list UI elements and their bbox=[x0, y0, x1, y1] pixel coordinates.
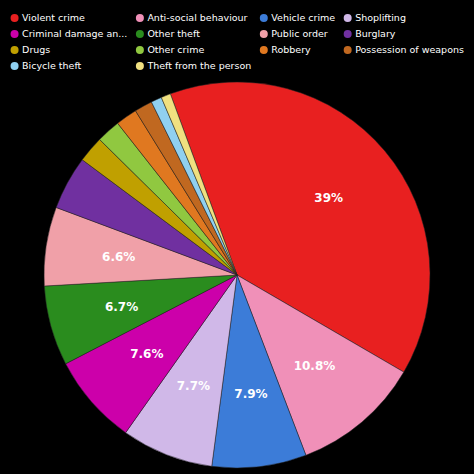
legend-marker bbox=[344, 30, 352, 38]
legend-label: Theft from the person bbox=[146, 60, 251, 71]
data-label: 7.7% bbox=[177, 379, 210, 393]
legend-label: Violent crime bbox=[22, 12, 85, 23]
legend-label: Burglary bbox=[355, 28, 396, 39]
legend-marker bbox=[11, 14, 19, 22]
legend-marker bbox=[11, 46, 19, 54]
background bbox=[0, 0, 474, 474]
legend-label: Criminal damage an... bbox=[22, 28, 127, 39]
data-label: 39% bbox=[314, 191, 343, 205]
legend-label: Drugs bbox=[22, 44, 50, 55]
legend-marker bbox=[136, 62, 144, 70]
legend: Violent crime Anti-social behaviour Vehicl… bbox=[11, 12, 464, 71]
legend-marker bbox=[260, 14, 268, 22]
data-label: 6.7% bbox=[105, 300, 138, 314]
legend-marker bbox=[344, 14, 352, 22]
legend-marker bbox=[344, 46, 352, 54]
data-label: 7.9% bbox=[234, 387, 267, 401]
legend-label: Other crime bbox=[147, 44, 204, 55]
pie bbox=[44, 82, 430, 468]
legend-label: Other theft bbox=[147, 28, 200, 39]
legend-label: Vehicle crime bbox=[271, 12, 335, 23]
pie-slice bbox=[161, 94, 237, 275]
legend-label: Anti-social behaviour bbox=[147, 12, 247, 23]
legend-label: Shoplifting bbox=[355, 12, 406, 23]
legend-marker bbox=[11, 62, 19, 70]
legend-label: Possession of weapons bbox=[355, 44, 464, 55]
pie-slice bbox=[136, 102, 237, 275]
data-label: 6.6% bbox=[102, 250, 135, 264]
chart: Violent crime Anti-social behaviour Vehicl… bbox=[0, 0, 474, 474]
legend-marker bbox=[11, 30, 19, 38]
data-label: 7.6% bbox=[130, 347, 163, 361]
data-label: 10.8% bbox=[294, 359, 336, 373]
legend-marker bbox=[136, 46, 144, 54]
legend-marker bbox=[136, 30, 144, 38]
legend-label: Bicycle theft bbox=[22, 60, 81, 71]
legend-marker bbox=[260, 46, 268, 54]
legend-label: Public order bbox=[271, 28, 328, 39]
legend-marker bbox=[260, 30, 268, 38]
legend-label: Robbery bbox=[271, 44, 311, 55]
legend-marker bbox=[136, 14, 144, 22]
pie-slice bbox=[44, 275, 237, 364]
pie-slice bbox=[151, 97, 237, 275]
data-labels: 39% 10.8% 7.9% 7.7% 7.6% 6.7% 6.6% bbox=[102, 191, 343, 401]
